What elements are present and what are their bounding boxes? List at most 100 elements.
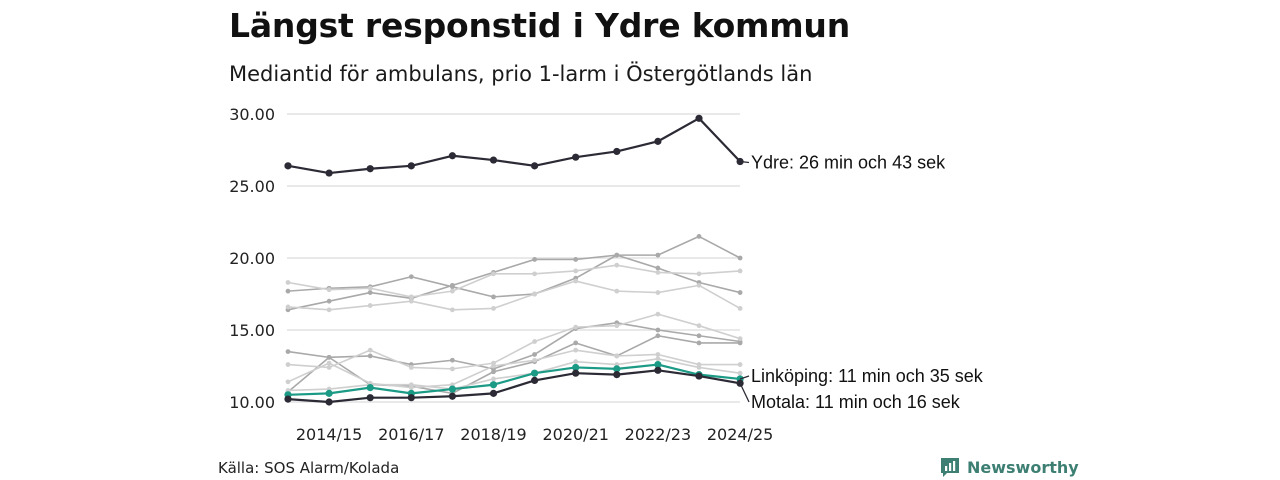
- series-end-label: Motala: 11 min och 16 sek: [751, 392, 961, 412]
- data-point: [284, 395, 292, 403]
- chart-subtitle: Mediantid för ambulans, prio 1-larm i Ös…: [229, 62, 813, 86]
- data-point: [326, 354, 332, 360]
- data-point: [491, 306, 496, 311]
- data-point: [572, 363, 580, 372]
- data-point: [408, 274, 414, 280]
- data-point: [696, 323, 702, 329]
- series-line-ydre: [287, 117, 741, 175]
- label-leader-line: [739, 383, 750, 403]
- data-point: [491, 294, 496, 300]
- series-line-other: [287, 357, 741, 392]
- y-tick-label: 25.00: [229, 177, 275, 196]
- x-tick-label: 2016/17: [378, 425, 444, 444]
- data-point: [326, 298, 332, 304]
- data-point: [408, 298, 414, 304]
- data-point: [450, 357, 455, 363]
- y-tick-label: 30.00: [229, 105, 275, 124]
- data-point: [532, 357, 537, 363]
- data-point: [696, 282, 702, 288]
- data-point: [325, 169, 333, 177]
- data-point: [613, 365, 621, 373]
- series-line-other: [287, 321, 741, 370]
- data-point: [737, 362, 743, 367]
- data-point: [448, 392, 456, 400]
- data-point: [448, 152, 456, 160]
- data-point: [573, 347, 579, 353]
- data-point: [613, 371, 621, 379]
- series-line-other: [287, 349, 741, 389]
- y-tick-label: 20.00: [229, 249, 275, 268]
- data-point: [489, 389, 498, 397]
- data-point: [573, 324, 579, 330]
- data-point: [655, 333, 661, 339]
- data-point: [285, 349, 291, 354]
- data-point: [531, 369, 539, 377]
- series-line-other: [287, 334, 741, 395]
- data-point: [366, 165, 374, 173]
- data-point: [655, 290, 661, 295]
- series-line-other: [287, 264, 741, 298]
- label-leader-line: [739, 375, 750, 380]
- data-point: [573, 268, 579, 274]
- series-end-label: Linköping: 11 min och 35 sek: [751, 366, 984, 386]
- data-point: [491, 271, 496, 277]
- data-point: [614, 323, 620, 329]
- x-tick-label: 2014/15: [296, 425, 362, 444]
- data-point: [737, 290, 743, 295]
- data-point: [285, 280, 291, 285]
- data-point: [695, 372, 703, 380]
- data-point: [450, 284, 455, 290]
- y-tick-label: 15.00: [229, 321, 275, 340]
- x-tick-label: 2020/21: [542, 425, 608, 444]
- data-point: [532, 291, 537, 297]
- data-point: [572, 369, 580, 377]
- label-leader-line: [740, 160, 750, 164]
- data-point: [326, 365, 332, 370]
- data-point: [654, 366, 662, 374]
- data-point: [448, 385, 456, 393]
- data-point: [367, 353, 373, 359]
- data-point: [696, 234, 702, 239]
- data-point: [613, 147, 621, 156]
- data-point: [326, 307, 332, 313]
- data-point: [614, 262, 620, 268]
- source-note: Källa: SOS Alarm/Kolada: [218, 459, 400, 477]
- data-point: [408, 294, 414, 300]
- series-line-linkoping: [287, 363, 741, 396]
- series-line-other: [287, 254, 741, 298]
- data-point: [326, 360, 332, 366]
- data-point: [737, 268, 743, 274]
- data-point: [408, 382, 414, 388]
- data-point: [573, 359, 579, 365]
- data-point: [655, 270, 661, 275]
- data-point: [450, 307, 455, 313]
- series-line-other: [287, 280, 741, 311]
- newsworthy-icon: [941, 458, 959, 477]
- data-point: [573, 257, 579, 262]
- data-point: [366, 394, 374, 402]
- brand-logo: Newsworthy: [939, 456, 1079, 478]
- data-point: [367, 347, 373, 353]
- data-point: [696, 365, 702, 370]
- data-point: [572, 153, 580, 161]
- data-point: [614, 252, 620, 258]
- data-point: [532, 257, 537, 262]
- data-point: [489, 381, 498, 389]
- data-point: [367, 285, 373, 291]
- series-end-label: Ydre: 26 min och 43 sek: [751, 153, 946, 173]
- data-point: [367, 290, 373, 295]
- series-line-motala: [287, 369, 741, 404]
- series-line-other: [287, 235, 741, 311]
- x-tick-label: 2018/19: [460, 425, 526, 444]
- y-tick-label: 10.00: [229, 393, 275, 412]
- series-line-other: [287, 313, 741, 370]
- data-point: [285, 362, 291, 367]
- data-point: [737, 255, 743, 261]
- data-point: [407, 162, 415, 170]
- data-point: [325, 389, 333, 397]
- chart-title: Längst responstid i Ydre kommun: [229, 6, 850, 45]
- data-point: [696, 271, 702, 277]
- data-point: [531, 376, 539, 384]
- data-point: [367, 303, 373, 308]
